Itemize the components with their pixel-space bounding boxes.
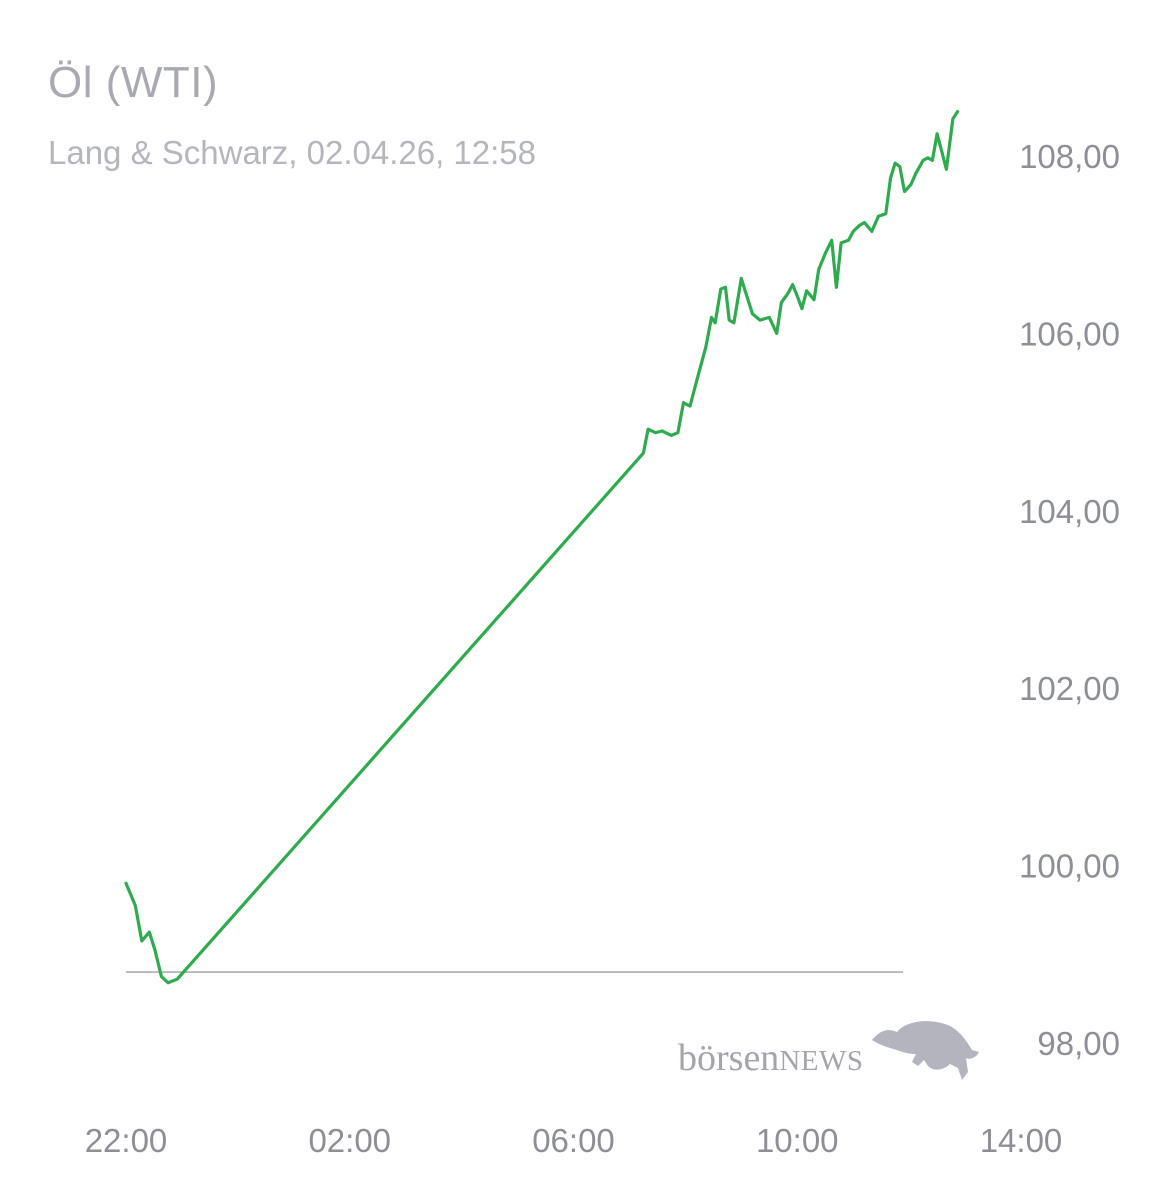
logo-word-upper: NEWS <box>779 1045 863 1077</box>
bull-icon <box>872 1021 979 1080</box>
y-tick-label: 106,00 <box>1019 315 1120 352</box>
x-tick-label: 06:00 <box>532 1122 615 1159</box>
series-line-layer <box>124 110 960 985</box>
boersennews-logo: börsenNEWS <box>678 1021 979 1080</box>
y-tick-label: 102,00 <box>1019 670 1120 707</box>
x-tick-label: 22:00 <box>85 1122 168 1159</box>
logo-word-lower: börsen <box>678 1037 779 1079</box>
y-tick-label: 100,00 <box>1019 848 1120 885</box>
y-axis-ticks: 98,00 100,00 102,00 104,00 106,00 108,00 <box>1019 138 1120 1062</box>
y-tick-label: 98,00 <box>1037 1025 1120 1062</box>
y-tick-label: 104,00 <box>1019 493 1120 530</box>
y-tick-label: 108,00 <box>1019 138 1120 175</box>
price-series-line <box>124 110 960 985</box>
x-tick-label: 02:00 <box>308 1122 391 1159</box>
svg-text:börsenNEWS: börsenNEWS <box>678 1037 863 1079</box>
x-tick-label: 14:00 <box>980 1122 1063 1159</box>
chart-title: Öl (WTI) <box>48 58 219 107</box>
x-axis-ticks: 22:00 02:00 06:00 10:00 14:00 <box>85 1122 1063 1159</box>
chart-subtitle: Lang & Schwarz, 02.04.26, 12:58 <box>48 134 537 171</box>
x-tick-label: 10:00 <box>756 1122 839 1159</box>
